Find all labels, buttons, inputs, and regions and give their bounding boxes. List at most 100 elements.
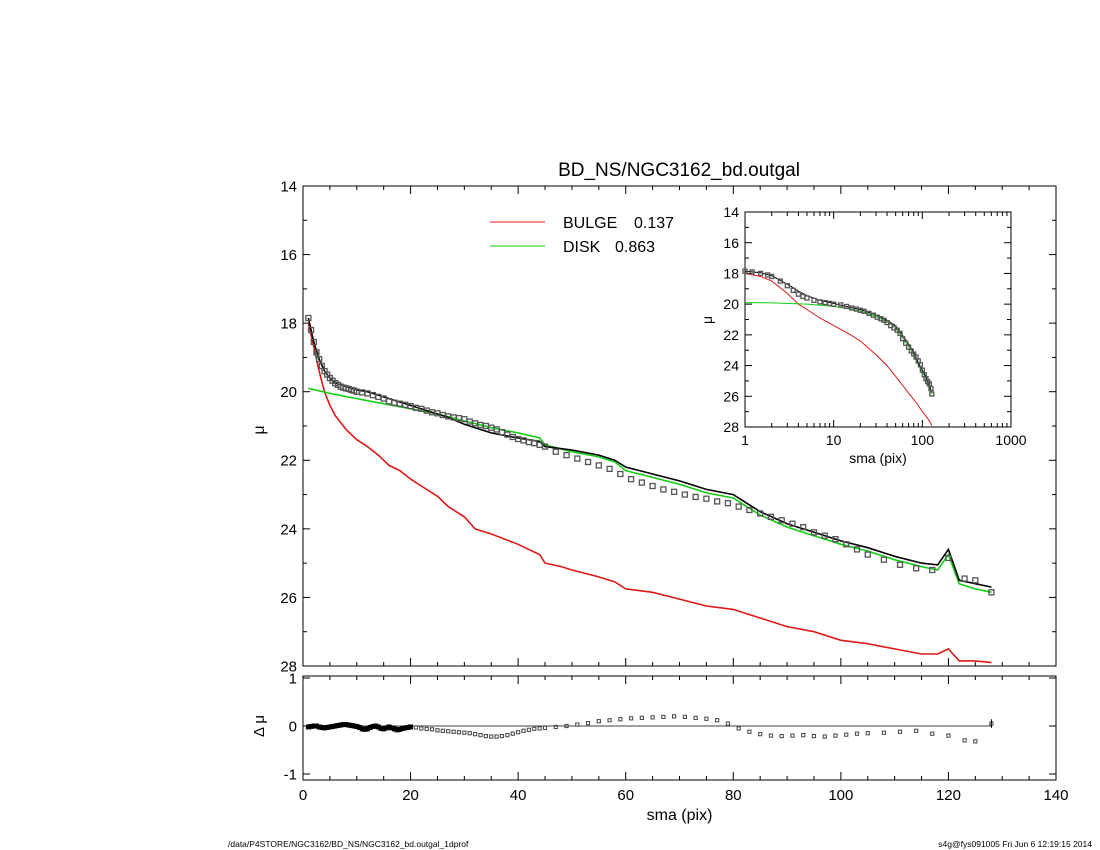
residual-point (693, 715, 698, 720)
residual-xtick-label: 20 (402, 787, 419, 804)
main-data-point (724, 499, 732, 507)
inset-data-point (769, 273, 775, 280)
main-data-point (945, 554, 952, 562)
main-data-point (541, 443, 549, 450)
residual-point (768, 733, 774, 738)
inset-data-point (749, 269, 755, 275)
residual-xtick-label: 120 (936, 787, 961, 804)
residual-point (542, 725, 548, 731)
residual-point (494, 734, 499, 739)
residual-point (822, 734, 827, 739)
main-data-point (552, 448, 559, 455)
inset-ytick-label: 16 (723, 235, 739, 251)
main-data-point (767, 513, 775, 521)
residual-point (973, 739, 978, 744)
residual-frame (302, 675, 1057, 781)
main-data-point (627, 475, 635, 483)
residual-xtick-label: 80 (725, 787, 742, 804)
inset-data-point (757, 270, 764, 277)
main-data-point (574, 455, 581, 462)
inset-data-point (900, 336, 906, 342)
residual-xtick-label: 60 (617, 787, 634, 804)
residual-point (456, 730, 462, 735)
inset-xtick-label: 1 (741, 432, 749, 448)
residual-point (424, 726, 429, 731)
residual-point (844, 732, 849, 737)
inset-data-point (843, 303, 850, 310)
inset-data-point (917, 362, 924, 368)
residual-point (865, 731, 870, 736)
main-data-point (800, 523, 807, 531)
legend: BULGE 0.137 DISK 0.863 (490, 215, 674, 256)
residual-point (596, 719, 601, 724)
residual-point (467, 731, 472, 736)
main-data-point (929, 566, 936, 574)
main-data-point (681, 491, 689, 498)
footer-path: /data/P4STORE/NGC3162/BD_NS/NGC3162_bd.o… (228, 839, 469, 849)
residual-point (429, 727, 435, 732)
main-data-point (315, 355, 323, 363)
main-bulge-line (307, 322, 992, 664)
main-data-point (896, 561, 904, 569)
inset-ytick-label: 26 (723, 388, 739, 404)
residual-point (505, 733, 510, 738)
footer-stamp: s4g@fys091005 Fri Jun 6 12:19:15 2014 (938, 839, 1092, 849)
residual-point (510, 731, 515, 736)
residual-point (451, 729, 456, 734)
residual-point (704, 716, 709, 721)
residual-point (661, 714, 666, 719)
main-data-point (617, 470, 624, 478)
main-data-point (757, 510, 764, 517)
inset-ytick-label: 28 (723, 419, 739, 435)
main-data-point (307, 326, 315, 334)
inset-data-point (817, 299, 823, 305)
main-data-point (703, 495, 710, 502)
inset-xtick-label: 100 (911, 432, 935, 448)
inset-data-point (831, 301, 837, 307)
inset-bulge-line (744, 272, 933, 426)
main-data-point (735, 503, 742, 510)
inset-data-point (903, 340, 909, 346)
main-ytick-label: 28 (280, 658, 297, 675)
residual-point (801, 733, 806, 738)
main-ytick-label: 24 (280, 521, 297, 538)
residual-point (946, 733, 951, 738)
inset-data-point (905, 344, 912, 350)
residual-point (526, 727, 531, 732)
residual-point (790, 733, 795, 738)
residual-point (462, 730, 467, 735)
residual-point (564, 723, 569, 729)
main-data-point (789, 520, 796, 527)
inset-data-point (784, 283, 790, 289)
residual-point (962, 738, 967, 743)
residual-point (682, 714, 687, 719)
main-ytick-label: 14 (280, 178, 297, 195)
legend-value-bulge: 0.137 (634, 215, 674, 232)
main-data-point (313, 349, 320, 356)
residual-point (854, 731, 860, 736)
inset-data-point (884, 319, 890, 326)
residual-point (521, 728, 526, 733)
residual-xtick-label: 100 (828, 787, 853, 804)
inset-ylabel: μ (699, 316, 715, 324)
legend-label-disk: DISK (563, 239, 601, 256)
main-data-point (660, 486, 667, 493)
main-ytick-label: 22 (280, 453, 297, 470)
main-data-point (832, 535, 839, 543)
main-ytick-label: 18 (280, 316, 297, 333)
main-data-point (864, 551, 871, 558)
main-ylabel: μ (251, 425, 268, 434)
residual-point (736, 726, 741, 731)
residual-point (435, 728, 440, 733)
inset-data-point (742, 268, 748, 274)
residual-point (532, 726, 537, 731)
residual-point (881, 730, 886, 735)
main-data-point (595, 462, 602, 469)
residual-point (408, 724, 414, 730)
inset-data-point (861, 308, 867, 315)
residual-point (516, 730, 521, 735)
residual-point (489, 734, 494, 739)
inset-log-plot: 14 16 18 20 22 24 26 281 10 100 1000 sma (pix) μ (699, 204, 1027, 466)
residual-ytick-label: 0 (289, 718, 297, 735)
residual-point (478, 733, 483, 738)
